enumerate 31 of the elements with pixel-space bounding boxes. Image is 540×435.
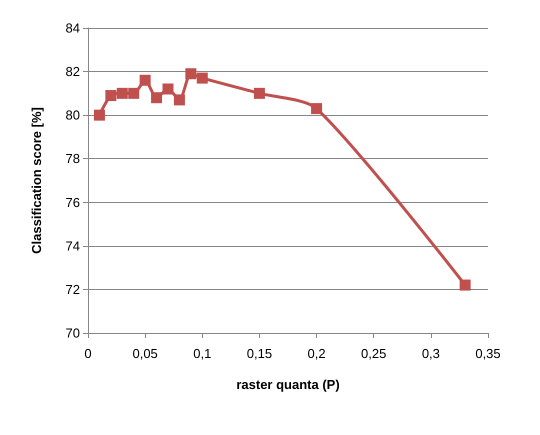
point	[128, 88, 140, 99]
y-tick-label: 70	[66, 326, 80, 340]
x-tick-label: 0,15	[246, 346, 272, 361]
x-axis-title: raster quanta (P)	[236, 377, 340, 392]
x-tick-label: 0,1	[193, 346, 212, 361]
point	[254, 88, 265, 99]
point	[151, 92, 162, 104]
point	[185, 68, 196, 80]
point	[174, 94, 185, 106]
y-tick-label: 84	[66, 20, 80, 36]
y-tick-label: 72	[66, 282, 80, 297]
point	[460, 280, 471, 291]
y-tick-label: 80	[66, 108, 80, 123]
y-tick-label: 78	[66, 151, 80, 166]
x-tick-label: 0,2	[308, 346, 326, 361]
point	[116, 88, 128, 99]
point	[140, 74, 151, 86]
x-tick-label: 0,25	[361, 346, 386, 361]
point	[311, 103, 322, 114]
y-tick-label: 74	[66, 238, 80, 254]
point	[105, 90, 116, 102]
y-tick-label: 82	[66, 64, 80, 80]
y-axis-title: Classification score [%]	[29, 107, 44, 254]
x-tick-label: 0,3	[422, 346, 440, 361]
x-tick-label: 0,35	[475, 346, 501, 361]
y-tick-label: 76	[66, 194, 80, 210]
point	[94, 110, 105, 121]
x-tick-label: 0,05	[132, 346, 158, 361]
point	[196, 72, 208, 84]
point	[162, 84, 174, 94]
x-tick-label: 0	[84, 346, 92, 361]
